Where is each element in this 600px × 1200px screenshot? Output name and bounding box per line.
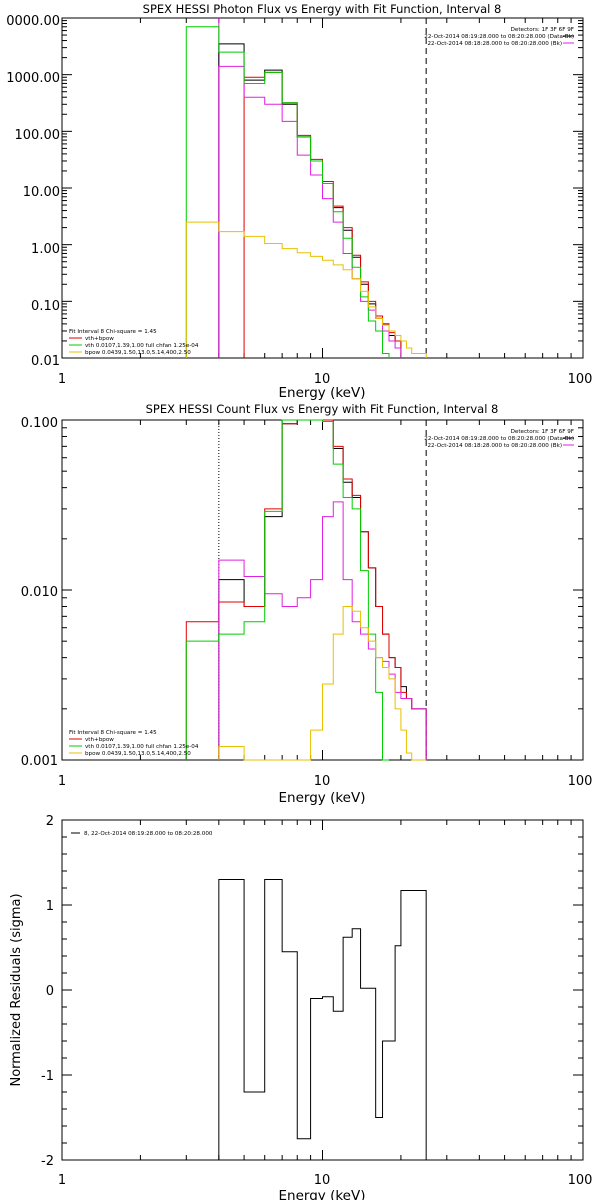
panel3-ticks [61,819,583,1161]
panel3-ylabel: Normalized Residuals (sigma) [9,893,24,1086]
panel1-xtick-1: 10 [314,372,331,387]
p2-series-fit [185,419,427,760]
panel2-legend-vth: vth 0.0107,1.39,1.00 full chfan 1.25e-04 [85,744,199,750]
panel2-legend-data: 22-Oct-2014 08:19:28.000 to 08:20:28.000… [424,436,574,442]
p1-series-background [218,65,402,358]
panel1-xtick-0: 1 [58,372,66,387]
panel3-xtick-1: 10 [314,1173,331,1188]
panel2-reference-lines [218,420,427,760]
panel2-legend-detectors: Detectors: 1F 3F 6F 9F [511,429,574,435]
panel2-xtick-2: 100 [568,774,593,789]
p1-series-fit [243,71,402,358]
panel1-legend-bk: 22-Oct-2014 08:18:28.000 to 08:20:28.000… [427,41,562,47]
residuals-panel: 2 1 0 -1 -2 1 10 100 Energy (keV) Normal… [9,814,592,1200]
p2-series-background [218,501,427,760]
panel1-title: SPEX HESSI Photon Flux vs Energy with Fi… [143,2,502,16]
panel2-xlabel: Energy (keV) [279,790,366,806]
p1-series-vth [185,26,390,358]
panel3-frame [61,819,584,1161]
panel1-legend-data: 22-Oct-2014 08:19:28.000 to 08:20:28.000… [424,34,574,40]
panel1-ytick-1: 1000.00 [6,71,60,86]
panel3-xtick-0: 1 [58,1173,66,1188]
panel2-legend-fit: Fit Interval 8 Chi-square = 1.45 [69,730,157,736]
panel2-xtick-0: 1 [58,774,66,789]
panel3-ytick-4: -2 [41,1154,54,1169]
photon-flux-panel: SPEX HESSI Photon Flux vs Energy with Fi… [6,2,592,401]
panel2-legend-bpow: bpow 0.0439,1.50,13.0,5.14,400,2.50 [85,751,191,757]
panel3-xtick-2: 100 [568,1173,593,1188]
panel1-ticks [61,18,583,359]
p3-series-residuals [218,879,427,1160]
panel1-ytick-4: 1.00 [31,242,60,257]
panel2-xtick-1: 10 [314,774,331,789]
panel1-legend-detectors: Detectors: 1F 3F 6F 9F [511,27,574,33]
panel2-ytick-2: 0.001 [21,754,58,769]
panel2-legend-bk: 22-Oct-2014 08:18:28.000 to 08:20:28.000… [427,443,562,449]
panel2-ytick-1: 0.010 [21,585,58,600]
panel3-ytick-2: 0 [46,984,54,999]
panel1-xlabel: Energy (keV) [279,385,366,401]
panel3-ytick-3: -1 [41,1069,54,1084]
p1-series-total [218,43,402,358]
p2-series-vth [185,419,389,761]
panel3-xlabel: Energy (keV) [279,1188,366,1200]
panel1-ytick-5: 0.10 [31,299,60,314]
panel1-legend-bpow: bpow 0.0439,1.50,13.0,5.14,400,2.50 [85,350,191,356]
panel2-ytick-0: 0.100 [21,416,58,431]
panel1-ytick-6: 0.01 [31,354,60,369]
panel1-xtick-2: 100 [568,372,593,387]
panel1-legend-fit: Fit Interval 8 Chi-square = 1.45 [69,329,157,335]
panel1-legend-vth: vth 0.0107,1.39,1.00 full chfan 1.25e-04 [85,343,199,349]
panel1-ytick-3: 10.00 [23,185,60,200]
panel1-ytick-2: 100.00 [15,128,61,143]
p1-series-bpow [185,221,427,358]
p2-series-bpow [218,605,427,761]
panel2-series [185,419,427,761]
panel3-ytick-0: 2 [46,814,54,829]
panel3-legend: 8, 22-Oct-2014 08:19:28.000 to 08:20:28.… [84,831,213,837]
panel1-ytick-0: 0000.00 [6,14,60,29]
count-flux-panel: SPEX HESSI Count Flux vs Energy with Fit… [21,402,593,806]
panel1-legend-model: vth+bpow [85,336,114,342]
panel3-ytick-1: 1 [46,899,54,914]
panel1-series [185,26,427,358]
panel2-title: SPEX HESSI Count Flux vs Energy with Fit… [146,402,499,416]
panel3-series [218,879,427,1160]
panel2-legend-model: vth+bpow [85,737,114,743]
